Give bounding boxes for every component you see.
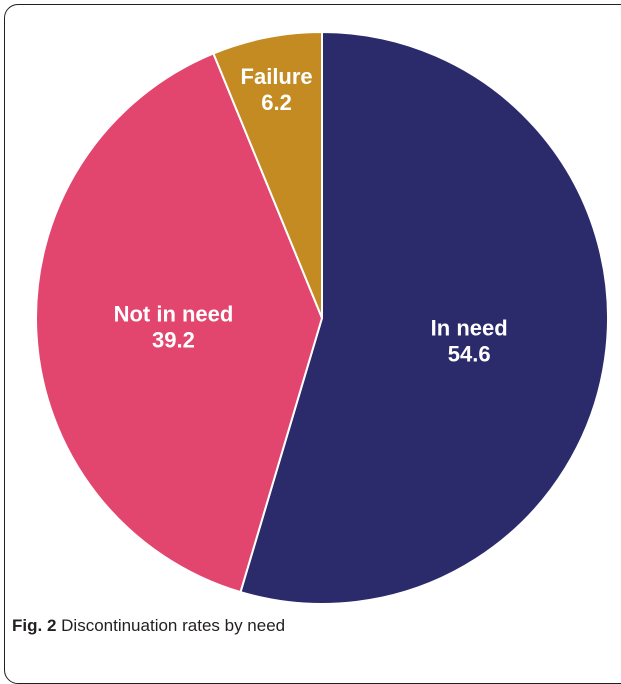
slice-label-not-in-need: Not in need bbox=[114, 301, 234, 326]
pie-slice-failure bbox=[212, 30, 323, 319]
slice-value-not-in-need: 39.2 bbox=[152, 327, 195, 352]
figure-number: Fig. 2 bbox=[12, 616, 57, 635]
figure-caption: Fig. 2 Discontinuation rates by need bbox=[12, 616, 285, 636]
slice-label-in-need: In need bbox=[431, 315, 508, 340]
slice-value-in-need: 54.6 bbox=[448, 341, 491, 366]
pie-slice-not-in-need bbox=[35, 52, 324, 594]
slice-value-failure: 6.2 bbox=[261, 90, 292, 115]
pie-slice-in-need bbox=[239, 30, 609, 605]
slice-label-failure: Failure bbox=[241, 64, 313, 89]
caption-text: Discontinuation rates by need bbox=[61, 616, 286, 635]
